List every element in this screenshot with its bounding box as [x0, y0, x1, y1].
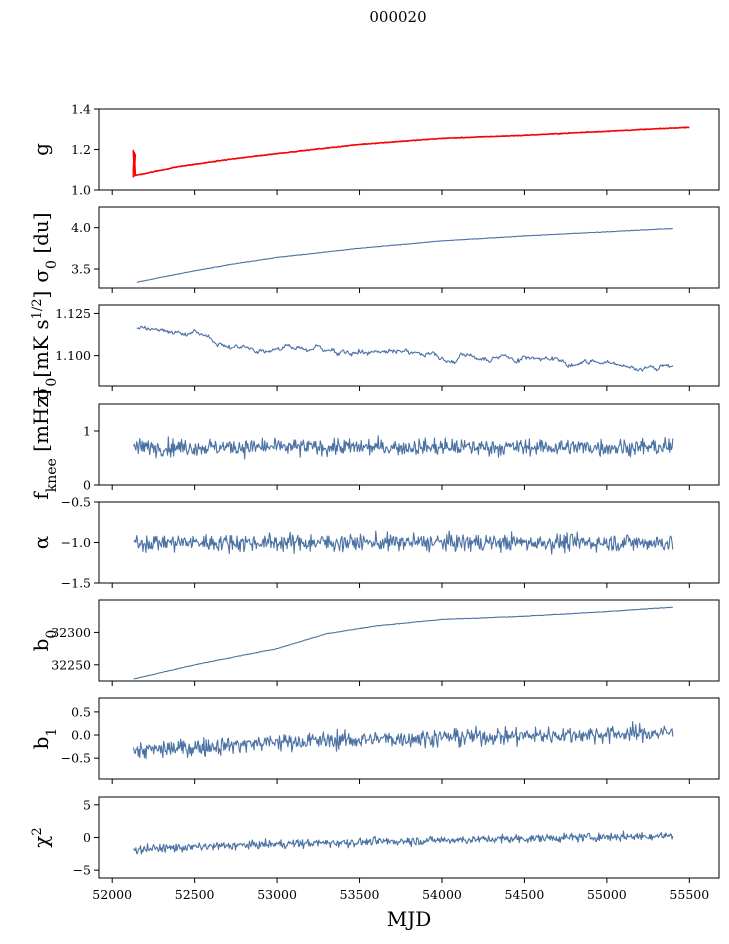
x-tick-label: 54000: [422, 887, 462, 902]
y-axis-label: fknee [mHz]: [29, 389, 60, 499]
y-tick-label: 1.4: [71, 102, 91, 117]
panel-5: −1.5 −1.0 −0.5 α: [29, 495, 720, 591]
y-tick-label: −1.0: [61, 535, 91, 550]
panel-frame: [98, 599, 720, 682]
panel-frame: [98, 697, 720, 780]
x-tick-label: 54500: [505, 887, 545, 902]
y-tick-label: 1.0: [71, 183, 91, 198]
x-tick-label: 53500: [340, 887, 380, 902]
y-axis-label: α: [29, 536, 53, 550]
y-tick-label: 5: [83, 797, 91, 812]
figure-title: 000020: [369, 8, 426, 26]
y-tick-label: −0.5: [61, 495, 91, 510]
panel-7: −0.5 0.0 0.5 b1: [29, 697, 720, 784]
y-axis-label: σ0 [du]: [29, 212, 60, 282]
y-tick-label: 0.5: [71, 704, 91, 719]
series-line-6: [133, 606, 673, 680]
series-line-8: [133, 830, 674, 855]
series-line-5: [133, 530, 674, 555]
panel-frame: [98, 403, 720, 486]
x-tick-label: 53000: [257, 887, 297, 902]
x-tick-label: 55500: [669, 887, 709, 902]
panel-frame: [98, 304, 720, 387]
y-axis-label: g: [29, 143, 53, 156]
y-tick-label: 1.2: [71, 142, 91, 157]
panel-1: 1.0 1.2 1.4 g: [29, 102, 720, 198]
y-tick-label: −5: [73, 863, 91, 878]
y-tick-label: 4.0: [71, 220, 91, 235]
y-axis-label: b0: [29, 630, 60, 652]
panel-8: −5 0 5 χ2: [29, 796, 720, 883]
series-line-7: [133, 721, 674, 760]
series-line-1: [133, 126, 690, 177]
y-tick-label: 0: [83, 830, 91, 845]
panel-2: 3.5 4.0 σ0 [du]: [29, 206, 720, 293]
y-tick-label: 1.125: [55, 306, 91, 321]
y-tick-label: −1.5: [61, 576, 91, 591]
y-axis-label: b1: [29, 728, 60, 750]
y-tick-label: 3.5: [71, 261, 91, 276]
y-tick-label: 32250: [51, 657, 91, 672]
fit-line-1: [132, 126, 690, 178]
y-axis-label: χ2: [29, 827, 53, 847]
panel-frame: [98, 796, 720, 879]
y-tick-label: 1.100: [55, 348, 91, 363]
y-tick-label: −0.5: [61, 751, 91, 766]
y-tick-label: 32300: [51, 625, 91, 640]
y-tick-label: 0.0: [71, 728, 91, 743]
series-line-2: [136, 227, 673, 283]
y-axis-label: σ0[mK s1/2]: [29, 291, 60, 401]
x-axis-label: MJD: [387, 907, 432, 931]
x-tick-label: 55000: [587, 887, 627, 902]
shared-x-axis: 52000 52500 53000 53500 54000 54500 55000 55500…: [92, 887, 709, 931]
panel-frame: [98, 206, 720, 289]
x-tick-label: 52000: [92, 887, 132, 902]
panel-frame: [98, 108, 720, 191]
y-tick-label: 1: [83, 424, 91, 439]
x-tick-label: 52500: [175, 887, 215, 902]
y-tick-label: 0: [83, 478, 91, 493]
series-line-3: [136, 325, 674, 372]
series-line-4: [133, 435, 674, 460]
panel-4: 0 1 fknee [mHz]: [29, 389, 720, 500]
